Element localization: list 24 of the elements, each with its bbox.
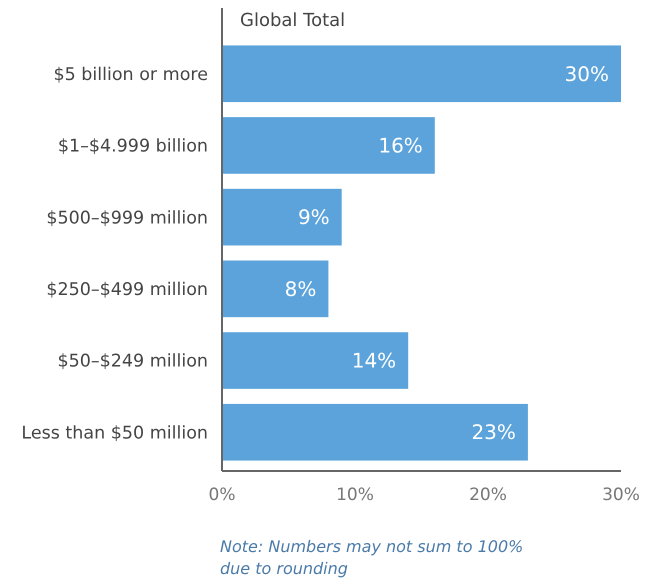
x-tick-label: 30% xyxy=(602,485,640,505)
y-tick-label: $5 billion or more xyxy=(53,64,208,85)
chart-title: Global Total xyxy=(240,10,346,31)
x-tick-label: 10% xyxy=(336,485,374,505)
bar xyxy=(222,332,408,389)
data-label: 23% xyxy=(471,420,516,444)
x-tick-label: 0% xyxy=(208,485,236,505)
bar xyxy=(222,117,435,174)
bar xyxy=(222,260,328,318)
data-label: 30% xyxy=(564,62,609,86)
data-label: 14% xyxy=(352,348,396,373)
y-tick-label: $50–$249 million xyxy=(57,352,208,372)
x-tick-label: 20% xyxy=(469,485,507,505)
text: Note: Numbers may not sum to 100% due to rounding xyxy=(220,537,524,578)
y-tick-label: Less than $50 million xyxy=(21,423,208,444)
y-tick-label: $500–$999 million xyxy=(46,208,208,228)
data-label: 9% xyxy=(298,205,330,230)
y-tick-label: $250–$499 million xyxy=(46,280,208,300)
bar xyxy=(222,45,621,102)
y-tick-label: $1–$4.999 billion xyxy=(58,136,208,157)
bar xyxy=(222,404,528,461)
data-label: 16% xyxy=(378,133,423,158)
data-label: 8% xyxy=(284,276,316,301)
bar xyxy=(222,188,342,246)
